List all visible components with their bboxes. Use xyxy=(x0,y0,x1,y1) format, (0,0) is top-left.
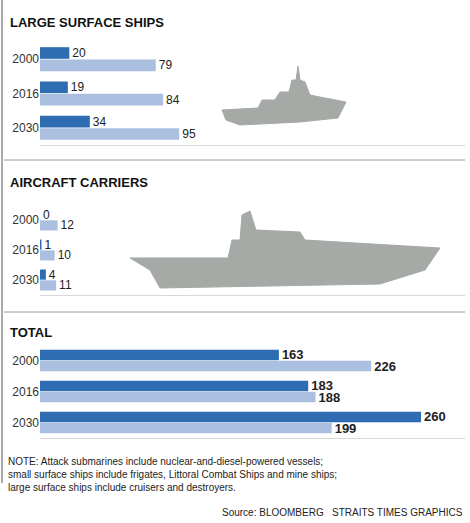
svg-text:95: 95 xyxy=(182,127,196,141)
svg-text:2000: 2000 xyxy=(12,52,39,66)
svg-text:19: 19 xyxy=(71,80,85,94)
svg-text:1: 1 xyxy=(44,238,51,252)
svg-text:Source: BLOOMBERG STRAITS TI: Source: BLOOMBERG STRAITS TIMES GRAPHICS xyxy=(222,507,463,518)
svg-text:188: 188 xyxy=(319,390,341,405)
svg-text:2030: 2030 xyxy=(12,416,39,430)
svg-text:2016: 2016 xyxy=(12,385,39,399)
svg-text:199: 199 xyxy=(335,421,357,436)
svg-text:2000: 2000 xyxy=(12,354,39,368)
svg-text:2016: 2016 xyxy=(12,243,39,257)
svg-text:2016: 2016 xyxy=(12,87,39,101)
svg-text:11: 11 xyxy=(59,278,72,292)
svg-text:2030: 2030 xyxy=(12,273,39,287)
svg-text:12: 12 xyxy=(61,218,75,232)
svg-text:20: 20 xyxy=(72,46,86,60)
svg-text:4: 4 xyxy=(49,268,56,282)
svg-text:2030: 2030 xyxy=(12,121,39,135)
svg-text:LARGE SURFACE SHIPS: LARGE SURFACE SHIPS xyxy=(10,15,164,30)
svg-text:10: 10 xyxy=(58,248,72,262)
svg-text:226: 226 xyxy=(374,359,396,374)
svg-text:183: 183 xyxy=(311,378,333,393)
svg-text:0: 0 xyxy=(43,208,50,222)
svg-text:NOTE: Attack submarines includ: NOTE: Attack submarines include nuclear-… xyxy=(8,456,337,493)
svg-text:34: 34 xyxy=(93,115,107,129)
svg-text:260: 260 xyxy=(424,409,446,424)
svg-text:2000: 2000 xyxy=(12,213,39,227)
svg-text:AIRCRAFT CARRIERS: AIRCRAFT CARRIERS xyxy=(10,175,148,190)
svg-text:79: 79 xyxy=(159,58,173,72)
svg-text:84: 84 xyxy=(166,93,180,107)
svg-text:TOTAL: TOTAL xyxy=(10,325,52,340)
svg-text:163: 163 xyxy=(282,347,304,362)
